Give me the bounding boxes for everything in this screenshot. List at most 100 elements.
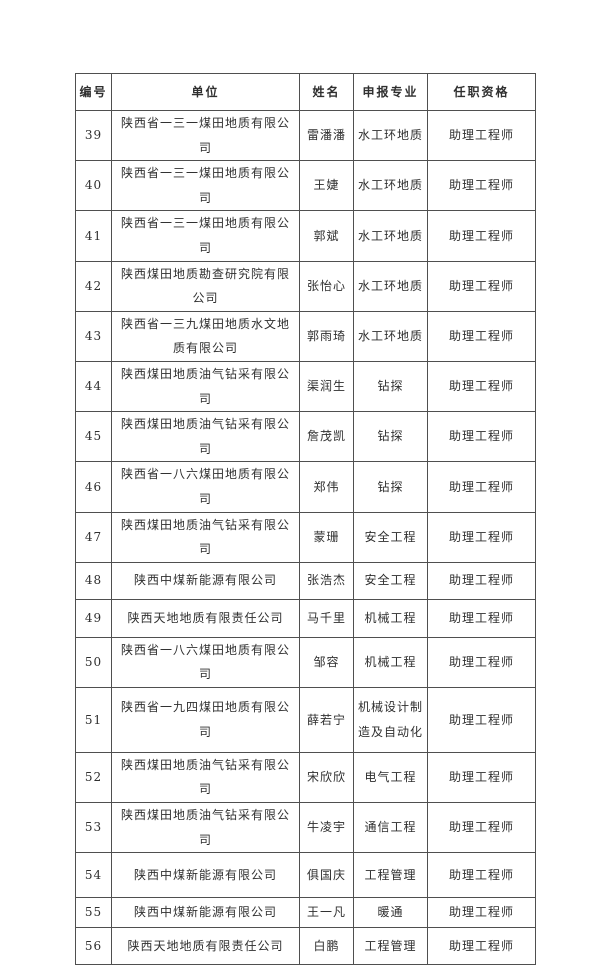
cell-no: 52 [75, 751, 112, 804]
cell-name: 薛若宁 [299, 686, 354, 753]
cell-title: 助理工程师 [427, 561, 536, 600]
table-row: 53 陕西煤田地质油气钻采有限公司 牛凌宇 通信工程 助理工程师 [75, 802, 536, 854]
cell-major: 钻探 [353, 461, 428, 513]
cell-unit: 陕西省一八六煤田地质有限公司 [111, 461, 300, 513]
cell-major: 通信工程 [353, 802, 428, 854]
cell-no: 48 [75, 561, 112, 600]
cell-name: 詹茂凯 [299, 411, 354, 463]
cell-no: 50 [75, 636, 112, 688]
cell-title: 助理工程师 [427, 411, 536, 463]
table-row: 52 陕西煤田地质油气钻采有限公司 宋欣欣 电气工程 助理工程师 [75, 751, 536, 804]
cell-name: 渠润生 [299, 360, 354, 413]
table-row: 50 陕西省一八六煤田地质有限公司 邹容 机械工程 助理工程师 [75, 636, 536, 688]
cell-major: 钻探 [353, 360, 428, 413]
cell-name: 邹容 [299, 636, 354, 688]
table-row: 56 陕西天地地质有限责任公司 白鹏 工程管理 助理工程师 [75, 927, 536, 965]
cell-unit: 陕西省一三九煤田地质水文地质有限公司 [111, 310, 300, 362]
cell-title: 助理工程师 [427, 751, 536, 804]
cell-name: 张怡心 [299, 260, 354, 312]
cell-major: 工程管理 [353, 927, 428, 965]
cell-title: 助理工程师 [427, 109, 536, 162]
cell-no: 43 [75, 310, 112, 362]
cell-unit: 陕西中煤新能源有限公司 [111, 897, 300, 929]
table-row: 49 陕西天地地质有限责任公司 马千里 机械工程 助理工程师 [75, 598, 536, 638]
cell-name: 王一凡 [299, 897, 354, 929]
cell-major: 机械设计制造及自动化 [353, 686, 428, 753]
table-header: 编号 单位 姓名 申报专业 任职资格 [75, 73, 536, 111]
cell-unit: 陕西省一三一煤田地质有限公司 [111, 160, 300, 212]
cell-title: 助理工程师 [427, 636, 536, 688]
cell-no: 54 [75, 852, 112, 899]
cell-no: 44 [75, 360, 112, 413]
cell-no: 39 [75, 109, 112, 162]
cell-unit: 陕西煤田地质油气钻采有限公司 [111, 411, 300, 463]
cell-unit: 陕西煤田地质油气钻采有限公司 [111, 802, 300, 854]
cell-no: 46 [75, 461, 112, 513]
cell-unit: 陕西省一八六煤田地质有限公司 [111, 636, 300, 688]
cell-name: 王婕 [299, 160, 354, 212]
cell-no: 55 [75, 897, 112, 929]
table-row: 44 陕西煤田地质油气钻采有限公司 渠润生 钻探 助理工程师 [75, 360, 536, 413]
cell-unit: 陕西中煤新能源有限公司 [111, 561, 300, 600]
cell-major: 机械工程 [353, 598, 428, 638]
cell-title: 助理工程师 [427, 260, 536, 312]
cell-title: 助理工程师 [427, 852, 536, 899]
cell-no: 53 [75, 802, 112, 854]
cell-major: 工程管理 [353, 852, 428, 899]
cell-title: 助理工程师 [427, 210, 536, 262]
table-row: 48 陕西中煤新能源有限公司 张浩杰 安全工程 助理工程师 [75, 561, 536, 600]
table-row: 54 陕西中煤新能源有限公司 俱国庆 工程管理 助理工程师 [75, 852, 536, 899]
column-header-title: 任职资格 [427, 73, 536, 111]
cell-major: 机械工程 [353, 636, 428, 688]
cell-name: 俱国庆 [299, 852, 354, 899]
cell-major: 水工环地质 [353, 109, 428, 162]
cell-title: 助理工程师 [427, 598, 536, 638]
cell-major: 安全工程 [353, 511, 428, 563]
cell-unit: 陕西省一三一煤田地质有限公司 [111, 109, 300, 162]
cell-no: 51 [75, 686, 112, 753]
cell-unit: 陕西煤田地质油气钻采有限公司 [111, 751, 300, 804]
table-row: 41 陕西省一三一煤田地质有限公司 郭斌 水工环地质 助理工程师 [75, 210, 536, 262]
table-row: 39 陕西省一三一煤田地质有限公司 雷潘潘 水工环地质 助理工程师 [75, 109, 536, 162]
cell-title: 助理工程师 [427, 461, 536, 513]
cell-title: 助理工程师 [427, 360, 536, 413]
cell-name: 郑伟 [299, 461, 354, 513]
cell-no: 45 [75, 411, 112, 463]
cell-title: 助理工程师 [427, 802, 536, 854]
cell-name: 马千里 [299, 598, 354, 638]
document-page: 编号 单位 姓名 申报专业 任职资格 39 陕西省一三一煤田地质有限公司 雷潘潘 水工… [75, 73, 536, 965]
cell-major: 暖通 [353, 897, 428, 929]
cell-no: 40 [75, 160, 112, 212]
column-header-unit: 单位 [111, 73, 300, 111]
cell-unit: 陕西省一三一煤田地质有限公司 [111, 210, 300, 262]
column-header-name: 姓名 [299, 73, 354, 111]
cell-unit: 陕西煤田地质勘查研究院有限公司 [111, 260, 300, 312]
cell-no: 42 [75, 260, 112, 312]
cell-major: 水工环地质 [353, 310, 428, 362]
table-row: 43 陕西省一三九煤田地质水文地质有限公司 郭雨琦 水工环地质 助理工程师 [75, 310, 536, 362]
column-header-major: 申报专业 [353, 73, 428, 111]
applicants-table: 编号 单位 姓名 申报专业 任职资格 39 陕西省一三一煤田地质有限公司 雷潘潘 水工… [75, 73, 536, 965]
cell-unit: 陕西省一九四煤田地质有限公司 [111, 686, 300, 753]
cell-no: 47 [75, 511, 112, 563]
table-row: 42 陕西煤田地质勘查研究院有限公司 张怡心 水工环地质 助理工程师 [75, 260, 536, 312]
cell-major: 安全工程 [353, 561, 428, 600]
cell-title: 助理工程师 [427, 897, 536, 929]
cell-no: 49 [75, 598, 112, 638]
header-row: 编号 单位 姓名 申报专业 任职资格 [75, 73, 536, 111]
table-row: 47 陕西煤田地质油气钻采有限公司 蒙珊 安全工程 助理工程师 [75, 511, 536, 563]
table-row: 45 陕西煤田地质油气钻采有限公司 詹茂凯 钻探 助理工程师 [75, 411, 536, 463]
column-header-no: 编号 [75, 73, 112, 111]
cell-name: 郭斌 [299, 210, 354, 262]
cell-major: 电气工程 [353, 751, 428, 804]
cell-unit: 陕西中煤新能源有限公司 [111, 852, 300, 899]
cell-name: 张浩杰 [299, 561, 354, 600]
cell-major: 钻探 [353, 411, 428, 463]
cell-unit: 陕西煤田地质油气钻采有限公司 [111, 360, 300, 413]
cell-title: 助理工程师 [427, 310, 536, 362]
cell-name: 蒙珊 [299, 511, 354, 563]
cell-title: 助理工程师 [427, 927, 536, 965]
cell-name: 郭雨琦 [299, 310, 354, 362]
table-row: 40 陕西省一三一煤田地质有限公司 王婕 水工环地质 助理工程师 [75, 160, 536, 212]
cell-no: 41 [75, 210, 112, 262]
